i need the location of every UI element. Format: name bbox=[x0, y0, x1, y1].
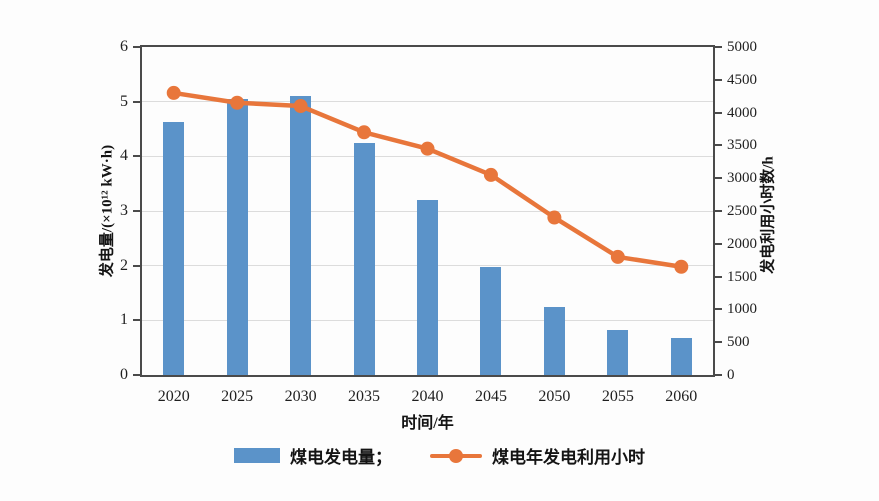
left-axis-tick bbox=[133, 264, 140, 267]
right-axis-tick bbox=[715, 46, 722, 48]
bar bbox=[607, 330, 629, 375]
x-axis-tick-label: 2020 bbox=[157, 388, 190, 405]
bar bbox=[353, 142, 375, 375]
bar bbox=[543, 306, 565, 375]
line-point bbox=[230, 95, 245, 110]
x-axis-tick-label: 2060 bbox=[665, 388, 698, 405]
right-axis-tick-label: 5000 bbox=[727, 39, 757, 55]
x-axis-tick-label: 2045 bbox=[474, 388, 507, 405]
left-axis-tick bbox=[133, 319, 140, 322]
bar bbox=[417, 200, 438, 375]
x-axis-tick-label: 2035 bbox=[348, 388, 381, 405]
line-series-svg bbox=[166, 85, 689, 274]
right-axis-tick-label: 2500 bbox=[727, 203, 757, 219]
right-axis-tick bbox=[715, 374, 722, 376]
plot-inner: 0 1 2 3 4 5 6 0 500 1000 1500 2000 2500 3000 3500 4000 4… bbox=[120, 38, 757, 405]
line-point bbox=[547, 210, 562, 225]
left-axis-tick-label: 6 bbox=[120, 38, 128, 55]
right-axis-tick bbox=[715, 144, 722, 147]
left-axis-tick bbox=[133, 46, 140, 48]
right-axis-tick bbox=[715, 275, 722, 278]
right-axis-tick-label: 500 bbox=[727, 334, 750, 351]
right-axis-title: 发电利用小时数/h bbox=[760, 156, 777, 274]
x-axis-tick-label: 2030 bbox=[284, 388, 317, 405]
plot-area: 0 1 2 3 4 5 6 0 500 1000 1500 2000 2500 3000 3500 4000 4… bbox=[120, 38, 757, 405]
left-axis-tick bbox=[133, 374, 140, 376]
line-point bbox=[674, 259, 689, 274]
right-axis-tick-label: 0 bbox=[727, 367, 735, 383]
legend-item-bar-series: 煤电发电量； bbox=[234, 443, 392, 468]
right-axis-tick-label: 4500 bbox=[727, 71, 757, 88]
bar bbox=[480, 266, 502, 375]
line-point bbox=[610, 249, 625, 264]
right-axis-tick-label: 1000 bbox=[727, 301, 757, 318]
legend-bar-label: 煤电发电量； bbox=[290, 448, 392, 467]
right-axis-tick bbox=[715, 341, 722, 344]
bar bbox=[670, 338, 692, 375]
line-point bbox=[483, 167, 498, 182]
x-axis-tick-label: 2055 bbox=[601, 388, 634, 405]
legend-line-dot bbox=[449, 448, 463, 463]
right-axis-tick-label: 4000 bbox=[727, 104, 757, 121]
legend-line-label: 煤电年发电利用小时 bbox=[492, 448, 645, 467]
bar bbox=[163, 121, 185, 375]
line-path bbox=[171, 90, 684, 270]
left-axis-tick-label: 4 bbox=[120, 147, 128, 165]
bar bbox=[290, 96, 312, 375]
right-axis-tick-label: 3500 bbox=[727, 137, 757, 154]
bar bbox=[226, 98, 248, 375]
x-axis-title: 时间/年 bbox=[401, 415, 454, 432]
line-point bbox=[357, 125, 372, 140]
legend: 煤电发电量； 煤电年发电利用小时 bbox=[0, 443, 879, 468]
left-axis-tick-label: 1 bbox=[120, 311, 128, 329]
x-axis-tick-label: 2040 bbox=[411, 388, 444, 405]
line-point bbox=[293, 99, 308, 114]
left-axis-title: 发电量/(×10¹² kW·h) bbox=[99, 144, 116, 278]
left-axis-tick bbox=[133, 155, 140, 158]
right-axis-tick bbox=[715, 242, 722, 245]
right-axis-tick-label: 2000 bbox=[727, 235, 757, 252]
left-axis-tick-label: 3 bbox=[120, 202, 128, 219]
gridline bbox=[142, 155, 713, 157]
right-axis-tick-label: 1500 bbox=[727, 268, 757, 285]
left-axis-tick-label: 0 bbox=[120, 366, 128, 383]
right-axis-tick bbox=[715, 210, 722, 212]
left-axis-tick bbox=[133, 100, 140, 103]
left-axis-tick bbox=[133, 210, 140, 212]
legend-bar-swatch-icon bbox=[234, 448, 280, 463]
x-axis-tick-label: 2025 bbox=[221, 388, 254, 405]
right-axis-tick bbox=[715, 308, 722, 311]
left-axis-tick-label: 5 bbox=[120, 92, 128, 110]
right-axis-tick bbox=[715, 177, 722, 180]
right-axis-tick bbox=[715, 111, 722, 114]
legend-line-marker-icon bbox=[430, 448, 482, 463]
x-axis-tick-label: 2050 bbox=[538, 388, 571, 405]
line-point bbox=[166, 85, 181, 100]
line-point bbox=[420, 141, 435, 156]
gridline bbox=[142, 101, 713, 103]
right-axis-tick bbox=[715, 78, 722, 81]
right-axis-tick-label: 3000 bbox=[727, 170, 757, 187]
legend-item-line-series: 煤电年发电利用小时 bbox=[430, 443, 645, 468]
left-axis-tick-label: 2 bbox=[120, 256, 128, 274]
